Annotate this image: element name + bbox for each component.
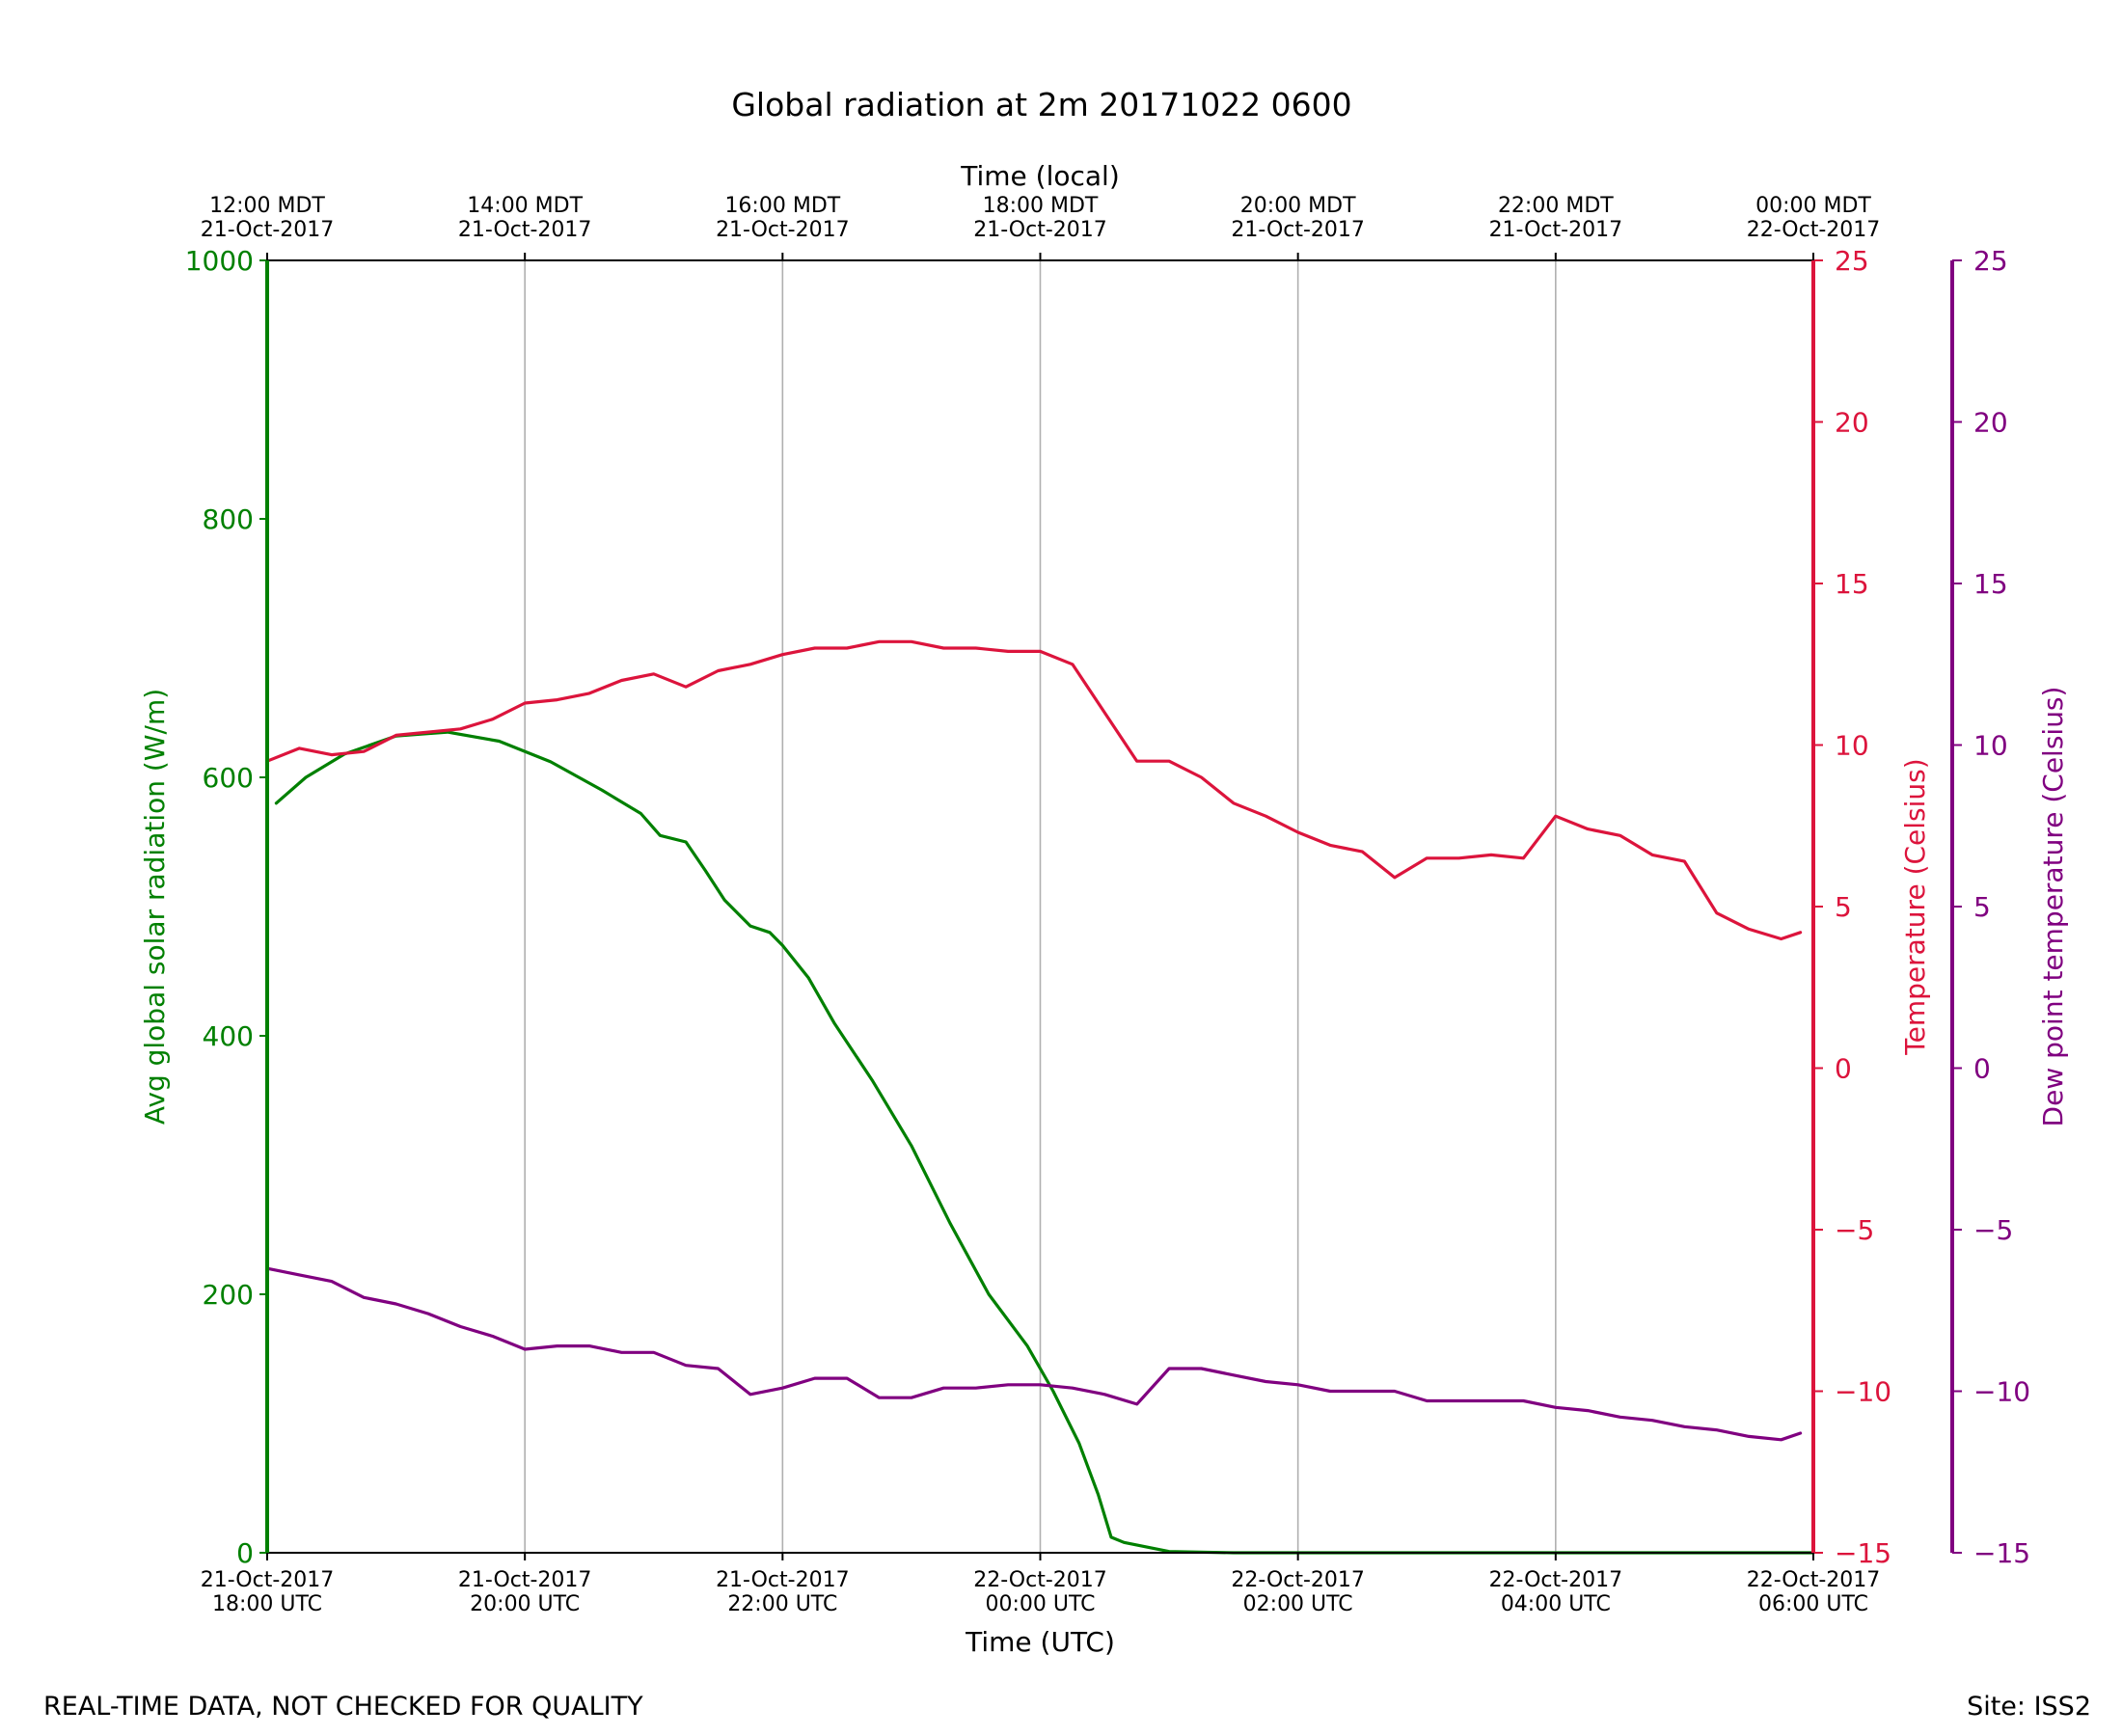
temperature-tick-label: 0 <box>1835 1053 1852 1085</box>
x-tick-label-bottom-date: 22-Oct-2017 <box>1489 1568 1623 1592</box>
x-tick-label-bottom-date: 21-Oct-2017 <box>458 1568 592 1592</box>
x-tick-label-top-time: 18:00 MDT <box>983 194 1099 218</box>
dewpoint-tick-label: 25 <box>1973 245 2008 277</box>
temperature-axis-label: Temperature (Celsius) <box>1899 758 1931 1055</box>
x-tick-label-bottom-date: 21-Oct-2017 <box>716 1568 850 1592</box>
x-tick-label-top-date: 21-Oct-2017 <box>716 218 850 242</box>
footer-quality-note: REAL-TIME DATA, NOT CHECKED FOR QUALITY <box>43 1692 643 1722</box>
x-tick-label-bottom-date: 22-Oct-2017 <box>973 1568 1107 1592</box>
dewpoint-tick-label: 20 <box>1973 407 2008 439</box>
dewpoint-tick-label: 0 <box>1973 1053 1991 1085</box>
temperature-tick-label: 15 <box>1835 568 1869 600</box>
x-tick-label-bottom-time: 00:00 UTC <box>985 1592 1095 1616</box>
x-tick-label-top-time: 22:00 MDT <box>1498 194 1614 218</box>
temperature-tick-label: 5 <box>1835 891 1852 923</box>
x-tick-label-bottom-time: 02:00 UTC <box>1243 1592 1353 1616</box>
dewpoint-tick-label: −10 <box>1973 1376 2030 1408</box>
x-tick-label-bottom-date: 22-Oct-2017 <box>1231 1568 1365 1592</box>
x-tick-label-top-date: 21-Oct-2017 <box>458 218 592 242</box>
x-tick-label-top-time: 12:00 MDT <box>209 194 325 218</box>
x-tick-label-bottom-time: 22:00 UTC <box>727 1592 837 1616</box>
dewpoint-tick-label: −5 <box>1973 1214 2013 1246</box>
x-tick-label-bottom-time: 04:00 UTC <box>1501 1592 1611 1616</box>
x-tick-label-bottom-date: 22-Oct-2017 <box>1747 1568 1881 1592</box>
x-tick-label-top-time: 00:00 MDT <box>1755 194 1871 218</box>
temperature-tick-label: −5 <box>1835 1214 1874 1246</box>
series-line-0 <box>274 730 1815 1555</box>
x-tick-label-top-date: 21-Oct-2017 <box>1231 218 1365 242</box>
dewpoint-axis-label: Dew point temperature (Celsius) <box>2037 687 2069 1127</box>
radiation-tick-label: 400 <box>203 1020 254 1052</box>
dewpoint-tick-label: 10 <box>1973 730 2008 762</box>
temperature-tick-label: 10 <box>1835 730 1869 762</box>
temperature-tick-label: −10 <box>1835 1376 1891 1408</box>
radiation-axis-label: Avg global solar radiation (W/m) <box>139 689 171 1125</box>
x-tick-label-top-date: 22-Oct-2017 <box>1747 218 1881 242</box>
dewpoint-tick-label: −15 <box>1973 1537 2030 1569</box>
temperature-tick-label: 25 <box>1835 245 1869 277</box>
x-tick-label-top-time: 16:00 MDT <box>724 194 840 218</box>
x-tick-label-bottom-time: 18:00 UTC <box>212 1592 322 1616</box>
x-tick-label-top-time: 14:00 MDT <box>467 194 583 218</box>
radiation-tick-label: 0 <box>236 1537 254 1569</box>
x-tick-label-bottom-date: 21-Oct-2017 <box>201 1568 335 1592</box>
temperature-tick-label: −15 <box>1835 1537 1891 1569</box>
chart-title: Global radiation at 2m 20171022 0600 <box>731 86 1351 123</box>
footer-site-label: Site: ISS2 <box>1967 1692 2091 1722</box>
x-tick-label-top-date: 21-Oct-2017 <box>201 218 335 242</box>
x-axis-label-bottom: Time (UTC) <box>965 1626 1115 1658</box>
series-line-1 <box>265 639 1803 941</box>
x-tick-label-top-time: 20:00 MDT <box>1240 194 1356 218</box>
x-tick-label-top-date: 21-Oct-2017 <box>973 218 1107 242</box>
x-tick-label-top-date: 21-Oct-2017 <box>1489 218 1623 242</box>
radiation-tick-label: 200 <box>203 1279 254 1311</box>
radiation-tick-label: 1000 <box>185 245 254 277</box>
radiation-tick-label: 800 <box>203 503 254 535</box>
series-line-2 <box>265 1266 1803 1442</box>
x-axis-label-top: Time (local) <box>960 160 1120 192</box>
radiation-tick-label: 600 <box>203 762 254 794</box>
x-tick-label-bottom-time: 20:00 UTC <box>470 1592 580 1616</box>
temperature-tick-label: 20 <box>1835 407 1869 439</box>
dewpoint-tick-label: 5 <box>1973 891 1991 923</box>
x-tick-label-bottom-time: 06:00 UTC <box>1758 1592 1868 1616</box>
dewpoint-tick-label: 15 <box>1973 568 2008 600</box>
